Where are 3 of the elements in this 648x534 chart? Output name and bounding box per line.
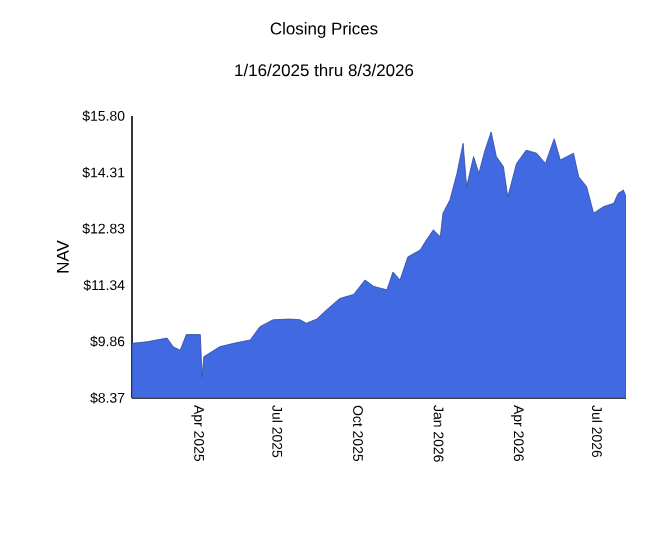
- chart-subtitle: 1/16/2025 thru 8/3/2026: [235, 63, 414, 77]
- chart-title: Closing Prices: [270, 22, 378, 38]
- y-axis-title: NAV: [56, 240, 69, 273]
